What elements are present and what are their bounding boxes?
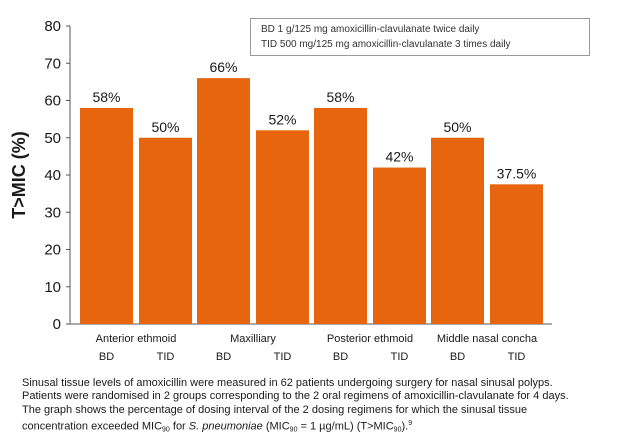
y-tick-label: 0	[53, 316, 61, 333]
y-tick-label: 10	[44, 279, 61, 296]
chart-legend: BD 1 g/125 mg amoxicillin-clavulanate tw…	[250, 18, 590, 56]
caption-line-4: concentration exceeded MIC90 for S. pneu…	[22, 417, 627, 434]
regimen-label: BD	[333, 351, 348, 363]
bar-bd	[431, 137, 484, 324]
reference-marker: 9	[408, 420, 413, 428]
caption-line-3: The graph shows the percentage of dosing…	[22, 403, 528, 416]
y-tick-label: 80	[44, 18, 61, 35]
bar-data-label: 50%	[151, 119, 179, 135]
caption-line-1: Sinusal tissue levels of amoxicillin wer…	[22, 377, 553, 389]
caption-text: concentration exceeded MIC	[22, 420, 163, 433]
regimen-label: BD	[450, 351, 465, 363]
category-label: Maxilliary	[230, 333, 276, 345]
regimen-label: TID	[508, 351, 526, 363]
subscript-90: 90	[289, 426, 298, 434]
bar-data-label: 37.5%	[497, 165, 537, 181]
y-tick-label: 60	[44, 93, 61, 110]
regimen-label: TID	[157, 351, 175, 363]
bar-data-label: 50%	[443, 119, 471, 135]
y-tick-label: 20	[44, 242, 61, 259]
category-label: Middle nasal concha	[437, 333, 538, 345]
bar-bd	[197, 78, 250, 325]
y-tick-label: 50	[44, 130, 61, 147]
bar-data-label: 58%	[92, 89, 120, 105]
subscript-90: 90	[162, 426, 170, 434]
bar-bd	[80, 107, 133, 324]
category-label: Anterior ethmoid	[96, 333, 177, 345]
bar-data-label: 42%	[385, 149, 413, 165]
regimen-label: TID	[391, 351, 409, 363]
bar-data-label: 58%	[326, 89, 354, 105]
caption-text: for	[169, 420, 189, 433]
figure-caption: Sinusal tissue levels of amoxicillin wer…	[22, 377, 627, 434]
caption-text: = 1 µg/mL) (T>MIC	[297, 420, 394, 433]
bar-tid	[373, 167, 426, 324]
bar-bd	[314, 107, 367, 324]
bar-data-label: 66%	[209, 59, 237, 75]
y-tick-label: 30	[44, 204, 61, 221]
caption-text: ).	[401, 420, 409, 433]
caption-line-2: Patients were randomised in 2 groups cor…	[22, 390, 569, 403]
regimen-label: BD	[99, 351, 114, 363]
legend-entry-tid: TID 500 mg/125 mg amoxicillin-clavulanat…	[261, 39, 511, 50]
organism-name: S. pneumoniae	[188, 420, 263, 433]
regimen-label: TID	[274, 351, 292, 363]
regimen-label: BD	[216, 351, 231, 363]
bar-tid	[256, 130, 309, 324]
bar-data-label: 52%	[268, 111, 296, 127]
y-axis-title: T>MIC (%)	[9, 131, 29, 219]
bar-tid	[490, 184, 543, 324]
y-tick-label: 70	[44, 55, 61, 72]
subscript-90: 90	[393, 426, 402, 434]
caption-text: (MIC	[262, 420, 290, 433]
bar-tid	[139, 137, 192, 324]
y-tick-label: 40	[44, 167, 61, 184]
legend-entry-bd: BD 1 g/125 mg amoxicillin-clavulanate tw…	[261, 24, 480, 35]
category-label: Posterior ethmoid	[327, 333, 413, 345]
